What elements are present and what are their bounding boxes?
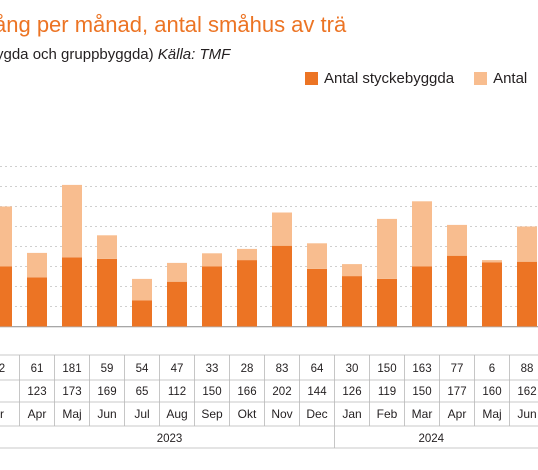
year-label-2023: 2023	[157, 433, 183, 445]
month-tick-label: r	[0, 407, 4, 421]
data-label-top: 30	[346, 363, 359, 375]
data-label-top: 2	[0, 363, 5, 375]
data-label-top: 64	[311, 363, 324, 375]
month-tick-label: Okt	[238, 407, 257, 421]
data-label-top: 47	[171, 363, 184, 375]
data-label-bottom: 173	[62, 386, 81, 398]
bar-gruppbyggda	[447, 224, 467, 256]
bar-styckebyggda	[0, 266, 12, 327]
data-label-top: 54	[136, 363, 149, 375]
bar-gruppbyggda	[97, 235, 117, 259]
bar-styckebyggda	[27, 277, 47, 327]
legend-label-styckebyggda: Antal styckebyggda	[324, 70, 455, 87]
bar-gruppbyggda	[202, 253, 222, 267]
month-tick-label: Sep	[201, 407, 223, 421]
month-tick-label: Feb	[377, 407, 398, 421]
source-credit: Källa: TMF	[157, 46, 231, 63]
data-label-top: 61	[31, 363, 44, 375]
legend-swatch-gruppbyggda	[474, 72, 488, 85]
bar-styckebyggda	[447, 255, 467, 327]
bar-styckebyggda	[307, 268, 327, 327]
year-label-2024: 2024	[418, 433, 444, 445]
bar-gruppbyggda	[62, 184, 82, 258]
bar-gruppbyggda	[377, 218, 397, 279]
bar-gruppbyggda	[237, 248, 257, 261]
bar-gruppbyggda	[342, 264, 362, 277]
bar-styckebyggda	[202, 266, 222, 327]
data-label-bottom: 150	[412, 386, 431, 398]
month-tick-label: Nov	[271, 407, 292, 421]
bar-styckebyggda	[412, 266, 432, 327]
month-tick-label: Mar	[412, 407, 433, 421]
bar-styckebyggda	[97, 258, 117, 327]
data-label-bottom: 65	[136, 386, 149, 398]
bar-styckebyggda	[342, 276, 362, 327]
data-label-top: 33	[206, 363, 219, 375]
month-tick-label: Aug	[166, 407, 187, 421]
data-label-top: 150	[377, 363, 396, 375]
data-label-top: 59	[101, 363, 114, 375]
month-tick-label: Dec	[306, 407, 327, 421]
bar-gruppbyggda	[0, 206, 12, 267]
bar-styckebyggda	[517, 261, 537, 327]
data-label-top: 83	[276, 363, 289, 375]
data-label-bottom: 119	[378, 386, 396, 398]
legend-label-gruppbyggda: Antal	[493, 70, 528, 87]
bar-gruppbyggda	[517, 226, 537, 262]
chart-subtitle: ygda och gruppbyggda) Källa: TMF	[0, 46, 230, 63]
data-label-bottom: 202	[272, 386, 291, 398]
data-label-bottom: 126	[342, 386, 361, 398]
data-label-top: 28	[241, 363, 254, 375]
legend-item-gruppbyggda: Antal	[474, 70, 527, 87]
month-tick-label: Jun	[517, 407, 536, 421]
bar-gruppbyggda	[27, 252, 47, 278]
bar-gruppbyggda	[272, 212, 292, 246]
data-label-top: 6	[489, 363, 495, 375]
bar-styckebyggda	[237, 260, 257, 327]
data-label-top: 163	[412, 363, 431, 375]
data-label-top: 77	[451, 363, 464, 375]
data-label-bottom: 166	[237, 386, 256, 398]
bar-gruppbyggda	[482, 260, 502, 263]
month-tick-label: Maj	[62, 407, 81, 421]
month-tick-label: Jan	[342, 407, 361, 421]
data-label-bottom: 162	[517, 386, 536, 398]
bar-gruppbyggda	[412, 201, 432, 267]
bar-gruppbyggda	[307, 243, 327, 269]
bar-styckebyggda	[62, 257, 82, 327]
data-label-bottom: 112	[168, 386, 186, 398]
month-tick-label: Jul	[134, 407, 149, 421]
legend: Antal styckebyggda Antal	[305, 70, 538, 87]
subtitle-text: ygda och gruppbyggda)	[0, 46, 154, 63]
month-tick-label: Maj	[482, 407, 501, 421]
bar-styckebyggda	[272, 245, 292, 327]
bar-styckebyggda	[167, 281, 187, 327]
bar-styckebyggda	[482, 262, 502, 327]
chart-title: ång per månad, antal småhus av trä	[0, 12, 347, 37]
data-label-bottom: 160	[482, 386, 501, 398]
data-label-bottom: 144	[307, 386, 327, 398]
data-label-top: 181	[62, 363, 81, 375]
bar-styckebyggda	[132, 300, 152, 327]
legend-item-styckebyggda: Antal styckebyggda	[305, 70, 454, 87]
data-label-bottom: 177	[447, 386, 466, 398]
data-label-bottom: 169	[97, 386, 116, 398]
bar-gruppbyggda	[132, 278, 152, 301]
month-tick-label: Jun	[97, 407, 116, 421]
data-label-bottom: 123	[27, 386, 46, 398]
bar-styckebyggda	[377, 278, 397, 327]
data-label-bottom: 150	[202, 386, 221, 398]
month-tick-label: Apr	[28, 407, 47, 421]
bar-gruppbyggda	[167, 262, 187, 282]
data-label-top: 88	[521, 363, 534, 375]
month-tick-label: Apr	[448, 407, 467, 421]
legend-swatch-styckebyggda	[305, 72, 318, 85]
